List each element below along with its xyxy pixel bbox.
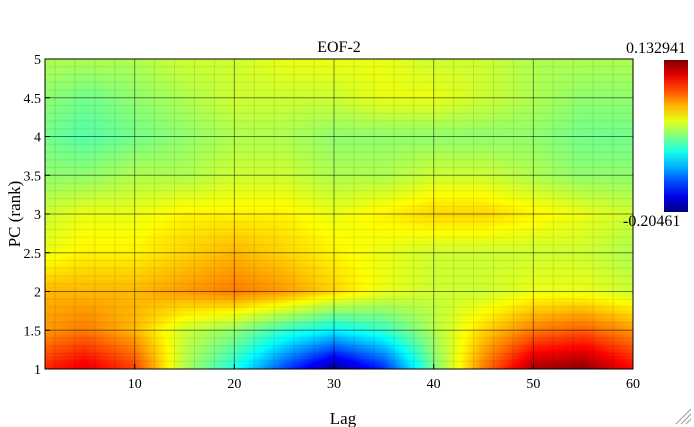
y-tick-label: 2.5 bbox=[24, 247, 42, 262]
y-axis-title: PC (rank) bbox=[5, 181, 24, 248]
plot-area bbox=[44, 58, 634, 370]
y-tick-label: 4 bbox=[34, 131, 41, 146]
x-tick-label: 40 bbox=[427, 377, 441, 392]
x-tick-label: 30 bbox=[327, 377, 341, 392]
colorbar: 0.132941 -0.20461 bbox=[623, 40, 688, 230]
colorbar-gradient bbox=[664, 60, 688, 212]
heatmap-surface bbox=[45, 59, 633, 369]
x-tick-label: 60 bbox=[626, 377, 640, 392]
y-tick-label: 4.5 bbox=[24, 92, 42, 107]
y-tick-label: 2 bbox=[34, 286, 41, 301]
x-axis: 10 20 30 40 50 60 bbox=[128, 364, 640, 392]
resize-grip-icon[interactable] bbox=[675, 408, 692, 425]
y-tick-label: 5 bbox=[34, 53, 41, 68]
y-tick-label: 3 bbox=[34, 208, 41, 223]
y-tick-label: 3.5 bbox=[24, 169, 42, 184]
colorbar-max-label: 0.132941 bbox=[626, 40, 686, 57]
y-axis: 1 1.5 2 2.5 3 3.5 4 4.5 5 bbox=[24, 53, 50, 378]
x-tick-label: 10 bbox=[128, 377, 142, 392]
x-tick-label: 50 bbox=[526, 377, 540, 392]
major-grid bbox=[45, 59, 633, 369]
x-axis-title: Lag bbox=[330, 409, 357, 427]
y-tick-label: 1.5 bbox=[24, 324, 42, 339]
x-tick-label: 20 bbox=[227, 377, 241, 392]
colorbar-min-label: -0.20461 bbox=[623, 213, 680, 230]
chart-title: EOF-2 bbox=[317, 39, 361, 56]
minor-grid bbox=[45, 58, 633, 369]
y-tick-label: 1 bbox=[34, 363, 41, 378]
